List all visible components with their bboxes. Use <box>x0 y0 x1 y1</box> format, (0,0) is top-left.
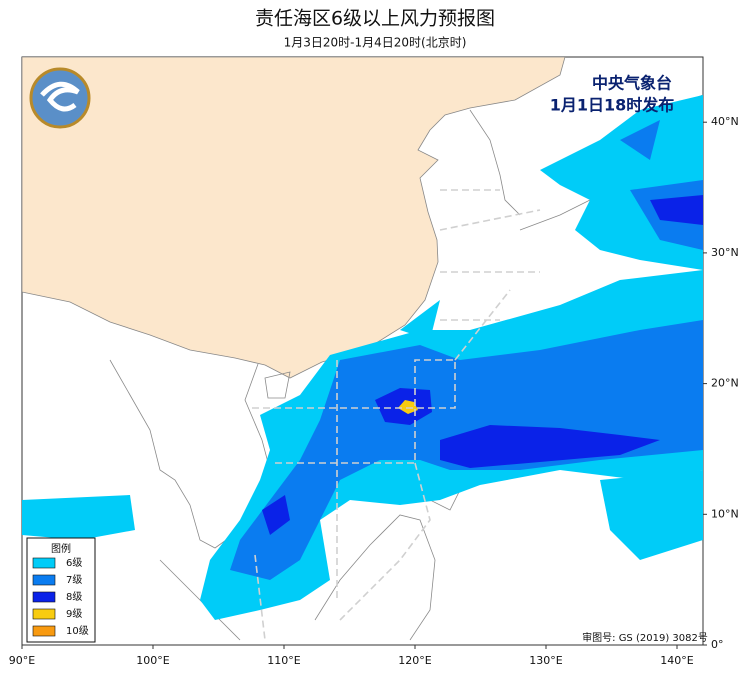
lon-tick-label: 140°E <box>660 654 693 667</box>
subtitle: 1月3日20时-1月4日20时(北京时) <box>284 36 467 50</box>
lat-tick-label: 30°N <box>711 246 739 259</box>
legend-label: 6级 <box>66 557 82 569</box>
legend-swatch <box>32 591 56 603</box>
lon-tick-label: 120°E <box>398 654 431 667</box>
axis-ticks: 90°E 100°E 110°E 120°E 130°E 140°E 0° 10°N 20°N 3… <box>9 115 739 667</box>
coast-korea <box>469 109 521 216</box>
lat-tick-label: 10°N <box>711 507 739 520</box>
coast-indochina <box>109 359 271 549</box>
title: 责任海区6级以上风力预报图 <box>255 8 495 30</box>
legend-swatch <box>32 557 56 569</box>
legend: 图例 6级 7级 8级 9级 10级 <box>26 537 96 643</box>
approval-number: 审图号: GS (2019) 3082号 <box>582 631 708 644</box>
lon-tick-label: 130°E <box>529 654 562 667</box>
coast-borneo <box>314 514 436 641</box>
legend-label: 8级 <box>66 591 82 603</box>
legend-label: 7级 <box>66 574 82 586</box>
lat-tick-label: 0° <box>711 638 724 651</box>
legend-label: 9级 <box>66 608 82 620</box>
lon-tick-label: 110°E <box>267 654 300 667</box>
logo-mark <box>40 81 80 112</box>
issue-time: 1月1日18时发布 <box>550 96 675 115</box>
lat-tick-label: 40°N <box>711 115 739 128</box>
legend-label: 10级 <box>66 625 89 637</box>
logo <box>29 67 91 129</box>
legend-title: 图例 <box>51 542 71 555</box>
coast-hainan <box>264 371 291 399</box>
zone-lines <box>252 189 541 641</box>
lat-tick-label: 20°N <box>711 377 739 390</box>
lon-tick-label: 90°E <box>9 654 35 667</box>
legend-swatch <box>32 608 56 620</box>
legend-swatch <box>32 574 56 586</box>
lon-tick-label: 100°E <box>136 654 169 667</box>
legend-box <box>26 537 96 643</box>
publisher: 中央气象台 <box>592 74 672 93</box>
wind-9 <box>398 400 418 414</box>
legend-swatch <box>32 625 56 637</box>
map: 中央气象台 1月1日18时发布 审图号: GS (2019) 3082号 图例 … <box>21 56 708 646</box>
land-china <box>22 57 566 379</box>
